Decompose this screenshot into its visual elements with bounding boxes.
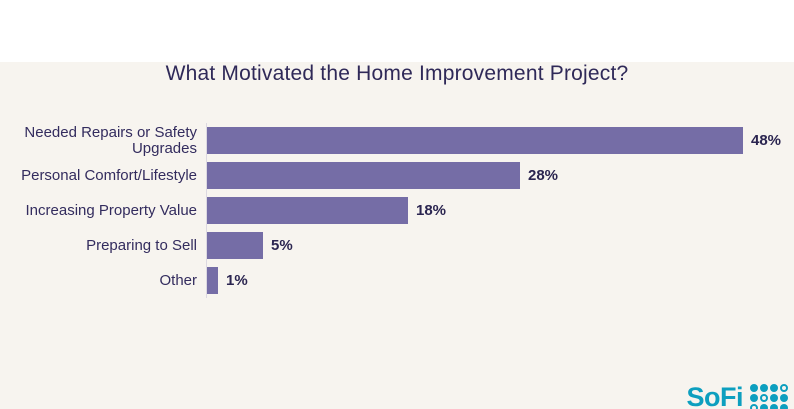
- chart-row: Needed Repairs or Safety Upgrades 48%: [0, 123, 794, 158]
- logo-dot-filled: [780, 393, 788, 402]
- chart-row: Other 1%: [0, 263, 794, 298]
- category-label: Personal Comfort/Lifestyle: [21, 166, 197, 184]
- chart-title: What Motivated the Home Improvement Proj…: [165, 62, 629, 85]
- logo-dot-filled: [750, 393, 758, 402]
- bar: [207, 267, 218, 294]
- bar: [207, 232, 263, 259]
- chart-row: Increasing Property Value 18%: [0, 193, 794, 228]
- logo-dot-filled: [750, 383, 758, 392]
- bar-area: 1%: [206, 263, 794, 298]
- sofi-wordmark: SoFi: [686, 382, 744, 409]
- bar-chart: Needed Repairs or Safety Upgrades 48% Pers…: [0, 123, 794, 298]
- value-label: 18%: [416, 202, 447, 219]
- logo-dot-filled: [760, 403, 768, 409]
- chart-row: Personal Comfort/Lifestyle 28%: [0, 158, 794, 193]
- chart-canvas: What Motivated the Home Improvement Proj…: [0, 62, 794, 409]
- sofi-dots-icon: [750, 383, 788, 409]
- bar: [207, 127, 743, 154]
- value-label: 1%: [226, 272, 248, 289]
- logo-dot-filled: [770, 393, 778, 402]
- logo-dot-hollow: [750, 403, 758, 409]
- bar-area: 5%: [206, 228, 794, 263]
- bar: [207, 162, 520, 189]
- value-label: 48%: [751, 132, 782, 149]
- category-label: Increasing Property Value: [25, 201, 197, 219]
- category-label: Needed Repairs or Safety Upgrades: [24, 123, 197, 157]
- category-label: Preparing to Sell: [86, 236, 197, 254]
- logo-dot-filled: [760, 383, 768, 392]
- logo-dot-filled: [780, 403, 788, 409]
- bar-area: 28%: [206, 158, 794, 193]
- chart-row: Preparing to Sell 5%: [0, 228, 794, 263]
- logo-dot-hollow: [760, 393, 768, 402]
- value-label: 5%: [271, 237, 293, 254]
- bar: [207, 197, 408, 224]
- sofi-logo: SoFi: [686, 382, 788, 409]
- logo-dot-filled: [770, 403, 778, 409]
- value-label: 28%: [528, 167, 559, 184]
- logo-dot-hollow: [780, 383, 788, 392]
- category-label: Other: [159, 271, 197, 289]
- logo-dot-filled: [770, 383, 778, 392]
- bar-area: 48%: [206, 123, 794, 158]
- bar-area: 18%: [206, 193, 794, 228]
